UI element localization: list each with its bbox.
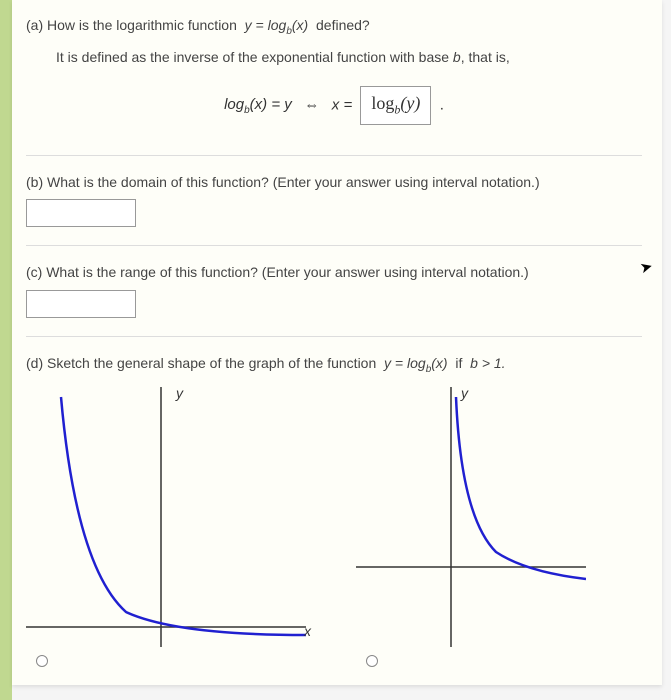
qa-explain: It is defined as the inverse of the expo…	[56, 46, 642, 68]
qd-func: y = logb(x)	[380, 355, 451, 371]
graph-2-svg	[356, 387, 586, 647]
graph-1-svg	[26, 387, 306, 647]
part-b: (b) What is the domain of this function?…	[26, 155, 642, 227]
graph-option-1[interactable]: y x	[26, 387, 306, 667]
qd-cond: b > 1.	[470, 355, 505, 371]
qd-label: (d)	[26, 355, 43, 371]
qb-label: (b)	[26, 174, 43, 190]
qa-prompt-end: defined?	[316, 17, 370, 33]
cursor-icon: ➤	[638, 257, 655, 278]
part-c: (c) What is the range of this function? …	[26, 245, 642, 317]
graph-option-2[interactable]: y	[356, 387, 586, 667]
part-d: (d) Sketch the general shape of the grap…	[26, 336, 642, 668]
g2-curve	[456, 397, 586, 579]
part-a: (a) How is the logarithmic function y = …	[26, 14, 642, 125]
qa-answer-box[interactable]: logb(y)	[360, 86, 431, 125]
qd-prompt-line: (d) Sketch the general shape of the grap…	[26, 352, 642, 378]
qc-input[interactable]	[26, 290, 136, 318]
qa-x-equals: x =	[332, 96, 352, 113]
qc-prompt-line: (c) What is the range of this function? …	[26, 261, 642, 283]
qa-label: (a)	[26, 17, 43, 33]
g1-radio[interactable]	[36, 655, 48, 667]
qb-prompt: What is the domain of this function? (En…	[47, 174, 540, 190]
g1-y-label: y	[176, 385, 183, 401]
qb-prompt-line: (b) What is the domain of this function?…	[26, 171, 642, 193]
qa-equiv-left: logb(x) = y	[224, 96, 296, 113]
qa-prompt-line: (a) How is the logarithmic function y = …	[26, 14, 642, 40]
g2-radio[interactable]	[366, 655, 378, 667]
g1-x-label: x	[304, 623, 311, 639]
qa-prompt: How is the logarithmic function	[47, 17, 237, 33]
qc-prompt: What is the range of this function? (Ent…	[46, 264, 528, 280]
graph-row: y x y	[26, 387, 642, 667]
qd-cond-pre: if	[455, 355, 462, 371]
qa-func: y = logb(x)	[241, 17, 312, 33]
qd-prompt-pre: Sketch the general shape of the graph of…	[47, 355, 376, 371]
question-content: (a) How is the logarithmic function y = …	[12, 0, 662, 685]
qb-input[interactable]	[26, 199, 136, 227]
g2-y-label: y	[461, 385, 468, 401]
qc-label: (c)	[26, 264, 42, 280]
iff-symbol: ⇔	[304, 96, 319, 113]
page-container: (a) How is the logarithmic function y = …	[0, 0, 671, 700]
g1-curve	[61, 397, 306, 635]
qa-equiv: logb(x) = y ⇔ x = logb(y) .	[26, 86, 642, 125]
